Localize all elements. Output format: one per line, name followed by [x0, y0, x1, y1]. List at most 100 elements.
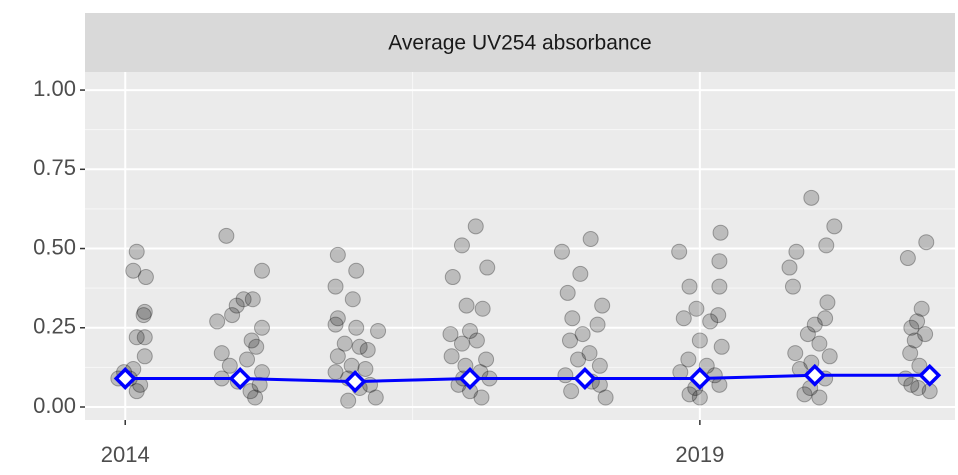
point: [125, 262, 142, 279]
point: [209, 313, 226, 330]
point: [811, 389, 828, 406]
point: [711, 278, 728, 295]
point: [787, 345, 804, 362]
point: [564, 310, 581, 327]
point: [796, 386, 813, 403]
point: [581, 345, 598, 362]
point: [228, 297, 245, 314]
point: [675, 310, 692, 327]
point: [553, 243, 570, 260]
point: [563, 383, 580, 400]
point: [473, 389, 490, 406]
point: [713, 338, 730, 355]
point: [688, 300, 705, 317]
point: [357, 360, 374, 377]
point: [903, 319, 920, 336]
point: [329, 348, 346, 365]
point: [788, 243, 805, 260]
point: [671, 243, 688, 260]
point: [917, 326, 934, 343]
point: [444, 269, 461, 286]
point: [826, 218, 843, 235]
median-marker: [573, 367, 597, 390]
point: [479, 259, 496, 276]
point: [128, 383, 145, 400]
point: [218, 227, 235, 244]
point: [239, 351, 256, 368]
point: [806, 316, 823, 333]
point: [591, 357, 608, 374]
point: [574, 326, 591, 343]
point: [327, 278, 344, 295]
point: [458, 297, 475, 314]
point: [224, 307, 241, 324]
point: [442, 326, 459, 343]
point: [370, 322, 387, 339]
y-tick-label: 0.00: [33, 393, 76, 418]
point: [242, 383, 259, 400]
point: [698, 357, 715, 374]
point: [343, 357, 360, 374]
y-tick-label: 0.50: [33, 234, 76, 259]
point: [909, 313, 926, 330]
point: [918, 234, 935, 251]
point: [557, 367, 574, 384]
x-tick-label: 2014: [101, 442, 150, 467]
point: [362, 376, 379, 393]
point: [681, 278, 698, 295]
x-tick-label: 2019: [675, 442, 724, 467]
y-tick-label: 0.25: [33, 314, 76, 339]
point: [691, 389, 708, 406]
point: [136, 329, 153, 346]
point: [340, 392, 357, 409]
point: [467, 218, 484, 235]
point: [248, 338, 265, 355]
point: [247, 389, 264, 406]
point: [784, 278, 801, 295]
point: [478, 351, 495, 368]
point: [589, 316, 606, 333]
median-marker: [458, 367, 482, 390]
point: [572, 265, 589, 282]
point: [336, 335, 353, 352]
point: [221, 357, 238, 374]
point: [135, 307, 152, 324]
point: [712, 224, 729, 241]
point: [594, 297, 611, 314]
point: [811, 335, 828, 352]
point: [443, 348, 460, 365]
point: [906, 332, 923, 349]
point: [903, 376, 920, 393]
point: [902, 345, 919, 362]
point: [803, 189, 820, 206]
point: [348, 262, 365, 279]
point: [681, 386, 698, 403]
point: [253, 262, 270, 279]
point: [462, 322, 479, 339]
point: [327, 316, 344, 333]
point: [243, 332, 260, 349]
point: [817, 310, 834, 327]
point: [691, 332, 708, 349]
median-marker: [918, 363, 942, 387]
point: [348, 319, 365, 336]
median-marker: [228, 367, 252, 390]
median-line: [125, 373, 930, 384]
point: [821, 348, 838, 365]
point: [235, 291, 252, 308]
point: [453, 237, 470, 254]
point: [910, 379, 927, 396]
y-tick-label: 0.75: [33, 155, 76, 180]
point: [453, 335, 470, 352]
point: [253, 319, 270, 336]
point: [818, 237, 835, 254]
point: [582, 231, 599, 248]
point: [359, 341, 376, 358]
median-marker: [803, 363, 827, 387]
y-tick-label: 1.00: [33, 76, 76, 101]
point: [799, 326, 816, 343]
point: [351, 338, 368, 355]
point: [570, 351, 587, 368]
point: [474, 300, 491, 317]
